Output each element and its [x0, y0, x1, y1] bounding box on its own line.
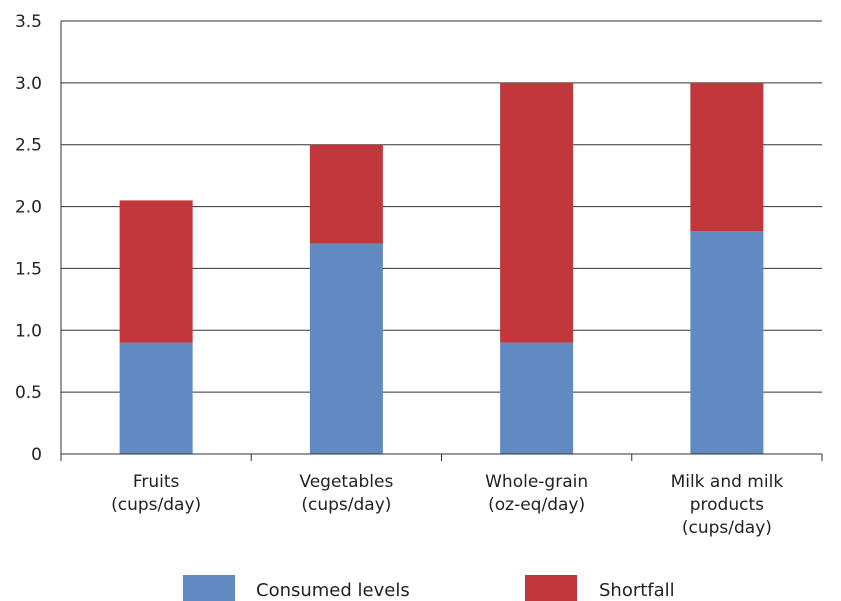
x-category-label-line: (oz-eq/day) — [488, 495, 585, 515]
bar-consumed-1 — [119, 342, 193, 454]
bar-shortfall-3 — [500, 82, 574, 343]
x-axis — [60, 21, 823, 461]
bars — [119, 82, 764, 454]
x-category-label-line: products — [690, 495, 764, 515]
x-category-label-line: (cups/day) — [301, 495, 391, 515]
y-tick-label: 1.5 — [15, 259, 42, 279]
y-tick-label: 3.0 — [15, 74, 42, 94]
x-axis-category-labels: Fruits (cups/day) Vegetables (cups/day) Whol… — [111, 472, 783, 538]
x-category-label: Vegetables (cups/day) — [299, 472, 393, 515]
y-tick-label: 0 — [31, 445, 42, 465]
x-category-label-line: (cups/day) — [682, 518, 772, 538]
legend-swatch — [183, 575, 235, 601]
bar-consumed-3 — [500, 342, 574, 454]
x-category-label-line: Vegetables — [299, 472, 393, 492]
legend: Consumed levels Shortfall — [183, 575, 675, 601]
x-category-label-line: Milk and milk — [671, 472, 784, 492]
y-tick-label: 1.0 — [15, 321, 42, 341]
bar-consumed-4 — [690, 231, 764, 454]
bar-shortfall-1 — [119, 200, 193, 343]
y-tick-label: 2.0 — [15, 198, 42, 218]
bar-shortfall-2 — [309, 144, 383, 244]
y-tick-label: 3.5 — [15, 12, 42, 32]
y-axis-tick-labels: 0 0.5 1.0 1.5 2.0 2.5 3.0 3.5 — [15, 12, 42, 465]
legend-swatch — [525, 575, 577, 601]
x-category-label: Milk and milk products (cups/day) — [671, 472, 784, 538]
y-tick-label: 0.5 — [15, 383, 42, 403]
y-tick-label: 2.5 — [15, 136, 42, 156]
bar-consumed-2 — [309, 243, 383, 454]
legend-label: Consumed levels — [256, 580, 410, 601]
x-category-label-line: Fruits — [133, 472, 180, 492]
bar-shortfall-4 — [690, 82, 764, 232]
x-category-label: Fruits (cups/day) — [111, 472, 201, 515]
x-category-label-line: Whole-grain — [485, 472, 588, 492]
legend-label: Shortfall — [599, 580, 675, 601]
x-category-label: Whole-grain (oz-eq/day) — [485, 472, 588, 515]
x-category-label-line: (cups/day) — [111, 495, 201, 515]
